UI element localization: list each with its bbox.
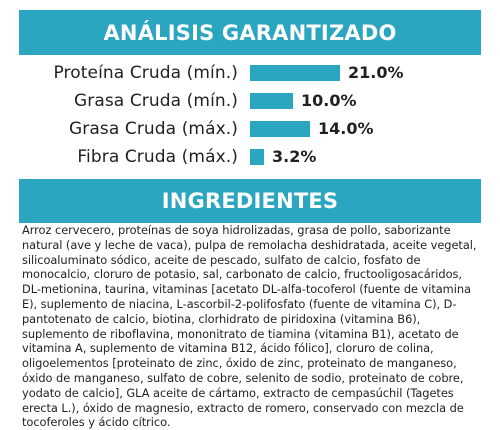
analysis-row-label: Proteína Cruda (mín.) <box>53 63 238 83</box>
analysis-title: ANÁLISIS GARANTIZADO <box>103 21 397 45</box>
analysis-row-fiber: Fibra Cruda (máx.) 3.2% <box>0 144 500 170</box>
analysis-row-label: Grasa Cruda (máx.) <box>68 119 238 139</box>
ingredients-header: INGREDIENTES <box>19 179 481 223</box>
analysis-row-value: 21.0% <box>348 63 404 82</box>
ingredients-text: Arroz cervecero, proteínas de soya hidro… <box>22 223 477 430</box>
analysis-header: ANÁLISIS GARANTIZADO <box>19 10 481 55</box>
analysis-row-fat-min: Grasa Cruda (mín.) 10.0% <box>0 88 500 114</box>
analysis-bar <box>250 93 293 109</box>
ingredients-title: INGREDIENTES <box>161 189 339 213</box>
analysis-row-label: Grasa Cruda (mín.) <box>73 91 238 111</box>
analysis-bar <box>250 121 310 137</box>
analysis-bar <box>250 149 264 165</box>
analysis-row-value: 10.0% <box>301 91 357 110</box>
analysis-row-value: 14.0% <box>318 119 374 138</box>
analysis-bar <box>250 65 340 81</box>
analysis-row-value: 3.2% <box>272 147 317 166</box>
analysis-row-protein: Proteína Cruda (mín.) 21.0% <box>0 60 500 86</box>
analysis-row-fat-max: Grasa Cruda (máx.) 14.0% <box>0 116 500 142</box>
analysis-row-label: Fibra Cruda (máx.) <box>77 147 238 167</box>
